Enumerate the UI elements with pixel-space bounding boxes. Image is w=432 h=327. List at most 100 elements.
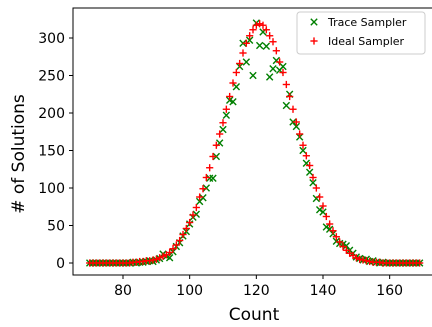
ideal-sampler-point <box>152 255 160 263</box>
ideal-sampler-point <box>339 242 347 251</box>
ideal-sampler-point <box>159 252 167 260</box>
ideal-sampler-point <box>259 21 267 29</box>
ideal-sampler-point <box>366 257 374 266</box>
x-tick-label: 80 <box>114 283 132 299</box>
ideal-sampler-point <box>179 230 187 239</box>
ideal-sampler-point <box>246 32 254 40</box>
ideal-sampler-point <box>322 212 330 221</box>
ideal-sampler-point <box>212 141 220 149</box>
ideal-sampler-point <box>216 130 224 138</box>
trace-sampler-point <box>232 83 241 91</box>
ideal-sampler-point <box>292 118 300 126</box>
ideal-sampler-point <box>252 21 260 29</box>
ideal-sampler-point <box>222 105 230 113</box>
ideal-sampler-point <box>146 257 154 265</box>
y-tick-label: 200 <box>38 106 65 122</box>
x-tick-label: 140 <box>310 283 337 299</box>
trace-sampler-point <box>265 73 274 81</box>
ideal-sampler-point <box>149 256 157 264</box>
ideal-sampler-point <box>219 119 227 127</box>
trace-sampler-point <box>192 210 201 218</box>
ideal-sampler-point <box>232 68 240 77</box>
ideal-sampler-point <box>209 152 217 161</box>
axes: 80 100 120 140 160 0 50 100 150 200 250 300 <box>38 7 432 299</box>
trace-sampler-point <box>282 101 291 110</box>
ideal-sampler-point <box>272 47 280 55</box>
x-tick-label: 120 <box>243 283 270 299</box>
ideal-sampler-point <box>289 105 297 113</box>
trace-sampler-point <box>279 62 287 71</box>
trace-sampler-point <box>242 58 251 66</box>
trace-sampler-point <box>299 146 307 155</box>
trace-sampler-point <box>199 194 207 202</box>
trace-sampler-point <box>269 65 277 73</box>
ideal-sampler-point <box>242 39 250 47</box>
ideal-sampler-point <box>202 173 210 182</box>
ideal-sampler-point <box>156 254 164 262</box>
y-tick-label: 50 <box>47 219 65 235</box>
trace-sampler-point <box>255 41 264 50</box>
ideal-sampler-point <box>359 256 367 264</box>
legend-marker-trace-sampler <box>310 18 318 26</box>
ideal-sampler-point <box>239 49 247 57</box>
ideal-sampler-point <box>266 32 274 40</box>
ideal-sampler-point <box>416 259 424 267</box>
ideal-sampler-point <box>286 92 294 101</box>
x-axis-title: Count <box>229 305 280 325</box>
x-tick-label: 100 <box>176 283 203 299</box>
trace-sampler-point <box>332 237 341 245</box>
ideal-sampler-point <box>132 258 140 266</box>
ideal-sampler-point <box>192 203 200 212</box>
trace-sampler-point <box>262 42 271 50</box>
ideal-sampler-point <box>376 258 384 266</box>
ideal-sampler-point <box>256 20 264 28</box>
trace-sampler-point <box>312 194 321 203</box>
ideal-sampler-point <box>226 92 234 101</box>
ideal-sampler-point <box>319 202 327 210</box>
legend: Trace Sampler Ideal Sampler <box>296 11 426 55</box>
ideal-sampler-point <box>126 259 134 267</box>
legend-label-trace-sampler: Trace Sampler <box>327 16 407 29</box>
y-tick-label: 0 <box>56 256 65 272</box>
trace-sampler-point <box>309 179 317 187</box>
ideal-sampler-point <box>189 211 197 219</box>
x-tick-label: 160 <box>376 283 403 299</box>
ideal-sampler-point <box>356 255 364 263</box>
trace-sampler-point <box>245 36 254 44</box>
legend-box <box>296 11 426 55</box>
ideal-sampler-point <box>229 79 237 87</box>
ideal-sampler-point <box>279 68 287 77</box>
ideal-sampler-point <box>186 218 194 227</box>
ideal-sampler-point <box>172 241 180 249</box>
ideal-sampler-point <box>309 173 317 182</box>
trace-sampler-point <box>319 208 327 216</box>
trace-sampler-point <box>322 223 331 231</box>
trace-sampler-point <box>292 122 301 131</box>
ideal-sampler-point <box>206 164 214 172</box>
trace-sampler-point <box>249 71 257 80</box>
ideal-sampler-point <box>166 248 174 257</box>
ideal-sampler-point <box>316 193 324 201</box>
trace-sampler-point <box>165 254 174 262</box>
trace-sampler-point <box>315 206 324 214</box>
y-tick-label: 150 <box>38 144 65 160</box>
ideal-sampler-point <box>332 233 340 241</box>
plot-marks <box>85 19 424 267</box>
ideal-sampler-point <box>282 80 290 89</box>
ideal-sampler-point <box>176 236 184 245</box>
ideal-sampler-point <box>336 238 344 246</box>
trace-sampler-point <box>209 174 217 182</box>
y-tick-label: 250 <box>38 69 65 85</box>
ideal-sampler-point <box>196 193 204 201</box>
ideal-sampler-point <box>269 38 277 46</box>
legend-label-ideal-sampler: Ideal Sampler <box>328 35 405 48</box>
trace-sampler-point <box>272 56 281 65</box>
ideal-sampler-point <box>249 26 257 34</box>
trace-sampler-point <box>305 168 314 176</box>
trace-sampler-point <box>229 98 237 106</box>
ideal-sampler-point <box>182 224 190 233</box>
ideal-sampler-point <box>296 130 304 138</box>
trace-sampler-point <box>202 184 211 192</box>
trace-sampler-point <box>342 242 351 250</box>
